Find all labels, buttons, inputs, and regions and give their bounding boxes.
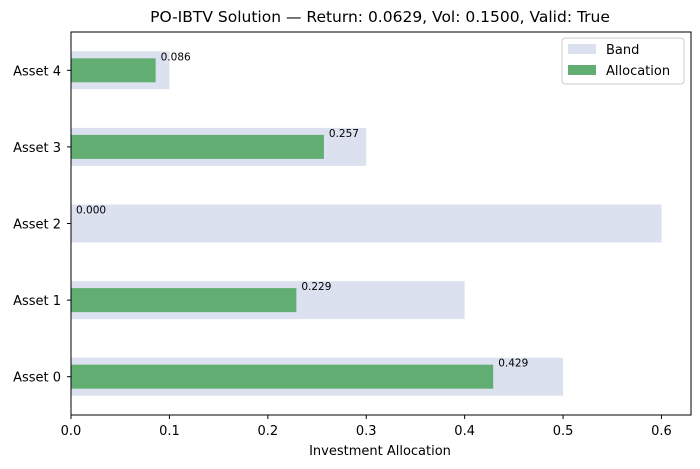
x-tick-label-6: 0.6 (651, 424, 672, 439)
y-tick-label-1: Asset 1 (13, 294, 61, 309)
y-tick-label-4: Asset 4 (13, 64, 61, 79)
x-tick-label-5: 0.5 (553, 424, 574, 439)
x-tick-label-1: 0.1 (159, 424, 180, 439)
allocation-bar-1 (71, 288, 297, 313)
allocation-bar-3 (71, 134, 324, 159)
x-tick-label-2: 0.2 (257, 424, 278, 439)
legend-swatch-1 (568, 65, 596, 75)
y-tick-label-2: Asset 2 (13, 218, 61, 233)
data-label-0: 0.429 (498, 358, 528, 370)
legend-label-0: Band (606, 43, 639, 58)
data-label-1: 0.229 (301, 281, 331, 293)
x-tick-label-3: 0.3 (356, 424, 377, 439)
data-label-2: 0.000 (76, 205, 106, 217)
data-label-4: 0.086 (161, 51, 191, 63)
allocation-bar-4 (71, 58, 156, 83)
x-axis-label: Investment Allocation (309, 444, 451, 459)
chart-title: PO-IBTV Solution — Return: 0.0629, Vol: … (150, 8, 610, 26)
y-tick-label-3: Asset 3 (13, 141, 61, 156)
data-label-3: 0.257 (329, 128, 359, 140)
allocation-bar-0 (71, 364, 494, 389)
legend-label-1: Allocation (606, 64, 670, 79)
x-tick-label-0: 0.0 (61, 424, 82, 439)
axes-frame (70, 31, 692, 416)
x-tick-label-4: 0.4 (454, 424, 475, 439)
y-tick-label-0: Asset 0 (13, 371, 61, 386)
band-bar-2 (71, 204, 662, 243)
plot-area: 0.429 Asset 0 0.229 Asset 1 0.000 Asset 2 0.25… (13, 31, 692, 439)
legend-swatch-0 (568, 44, 596, 54)
